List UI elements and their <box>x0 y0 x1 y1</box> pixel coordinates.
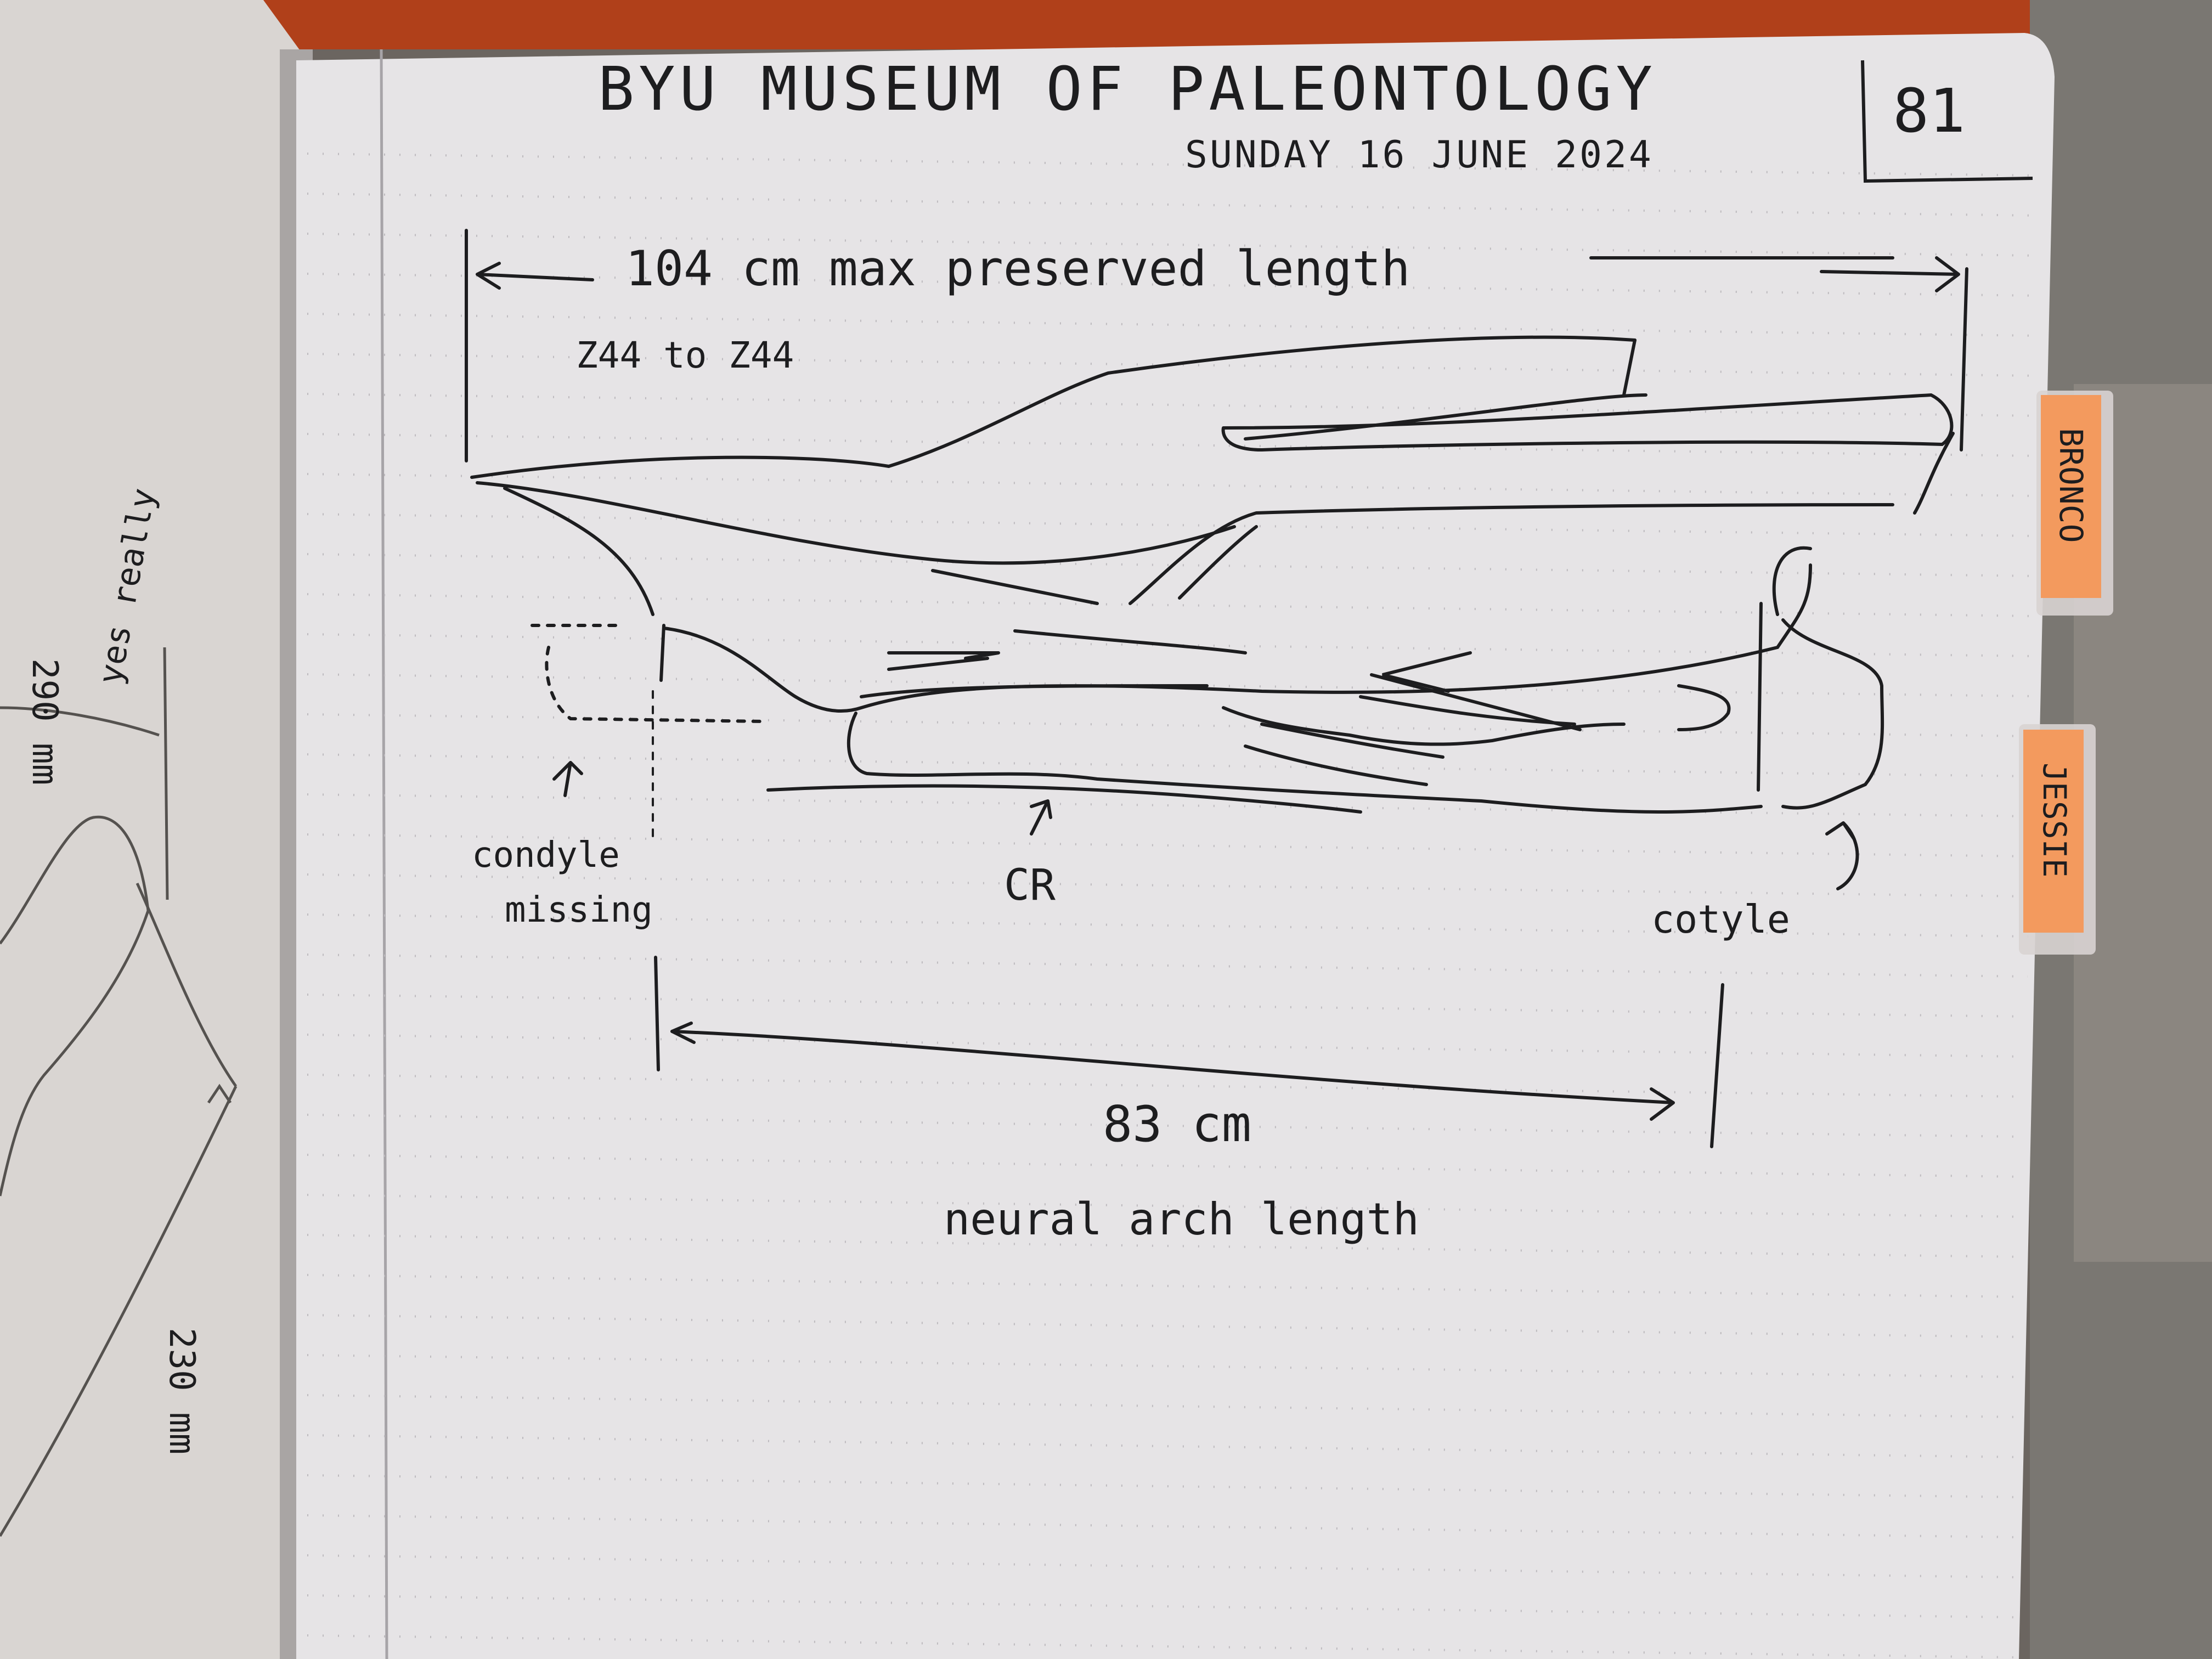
left-page <box>0 0 307 1659</box>
rule-line <box>307 1314 2022 1338</box>
neural-arch-value: 83 cm <box>1103 1096 1251 1153</box>
tab-bronco: BRONCO <box>2036 391 2113 616</box>
rule-line <box>307 193 2040 217</box>
condyle-label-line2: missing <box>505 890 653 930</box>
cotyle-label: cotyle <box>1651 897 1790 942</box>
left-note-290: 290 mm <box>24 658 65 785</box>
max-length-label: 104 cm max preserved length <box>625 240 1410 297</box>
tab-jessie-label: JESSIE <box>2036 763 2073 878</box>
neural-arch-label: neural arch length <box>944 1194 1419 1245</box>
right-page <box>296 33 2055 1659</box>
rule-line <box>307 833 2030 857</box>
page-title: BYU MUSEUM OF PALEONTOLOGY <box>598 54 1657 124</box>
range-label: Z44 to Z44 <box>576 334 794 376</box>
rule-line <box>307 953 2028 978</box>
page-number: 81 <box>1893 76 1965 146</box>
page-number-box <box>1861 60 2033 183</box>
rule-line <box>307 873 2029 898</box>
rule-line <box>307 913 2029 938</box>
condyle-label-line1: condyle <box>472 835 620 876</box>
left-page-sketch <box>0 647 238 1537</box>
rule-line <box>307 1274 2023 1298</box>
ruled-lines <box>307 153 2041 1658</box>
tab-bronco-label: BRONCO <box>2052 428 2090 543</box>
cr-label: CR <box>1004 861 1056 910</box>
rule-line <box>307 153 2041 177</box>
margin-line <box>380 49 388 1659</box>
left-note-230: 230 mm <box>161 1328 202 1454</box>
page-date: SUNDAY 16 JUNE 2024 <box>1185 133 1654 177</box>
vertebra-sketch <box>465 229 1968 1148</box>
tab-jessie: JESSIE <box>2019 724 2096 955</box>
